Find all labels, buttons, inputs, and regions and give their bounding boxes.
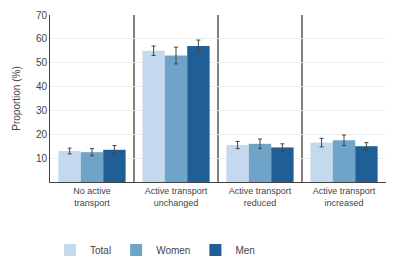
svg-text:20: 20 <box>36 129 48 140</box>
svg-text:Proportion (%): Proportion (%) <box>11 66 22 130</box>
svg-text:Active transportunchanged: Active transportunchanged <box>145 186 208 208</box>
svg-text:Total: Total <box>90 245 111 256</box>
svg-text:Active transportincreased: Active transportincreased <box>313 186 376 208</box>
svg-text:Men: Men <box>235 245 254 256</box>
svg-text:30: 30 <box>36 105 48 116</box>
svg-text:60: 60 <box>36 33 48 44</box>
svg-text:40: 40 <box>36 81 48 92</box>
svg-text:50: 50 <box>36 57 48 68</box>
svg-text:10: 10 <box>36 153 48 164</box>
svg-text:Active transportreduced: Active transportreduced <box>229 186 292 208</box>
svg-text:70: 70 <box>36 10 48 21</box>
svg-text:No activetransport: No activetransport <box>73 186 111 208</box>
svg-text:Women: Women <box>156 245 190 256</box>
